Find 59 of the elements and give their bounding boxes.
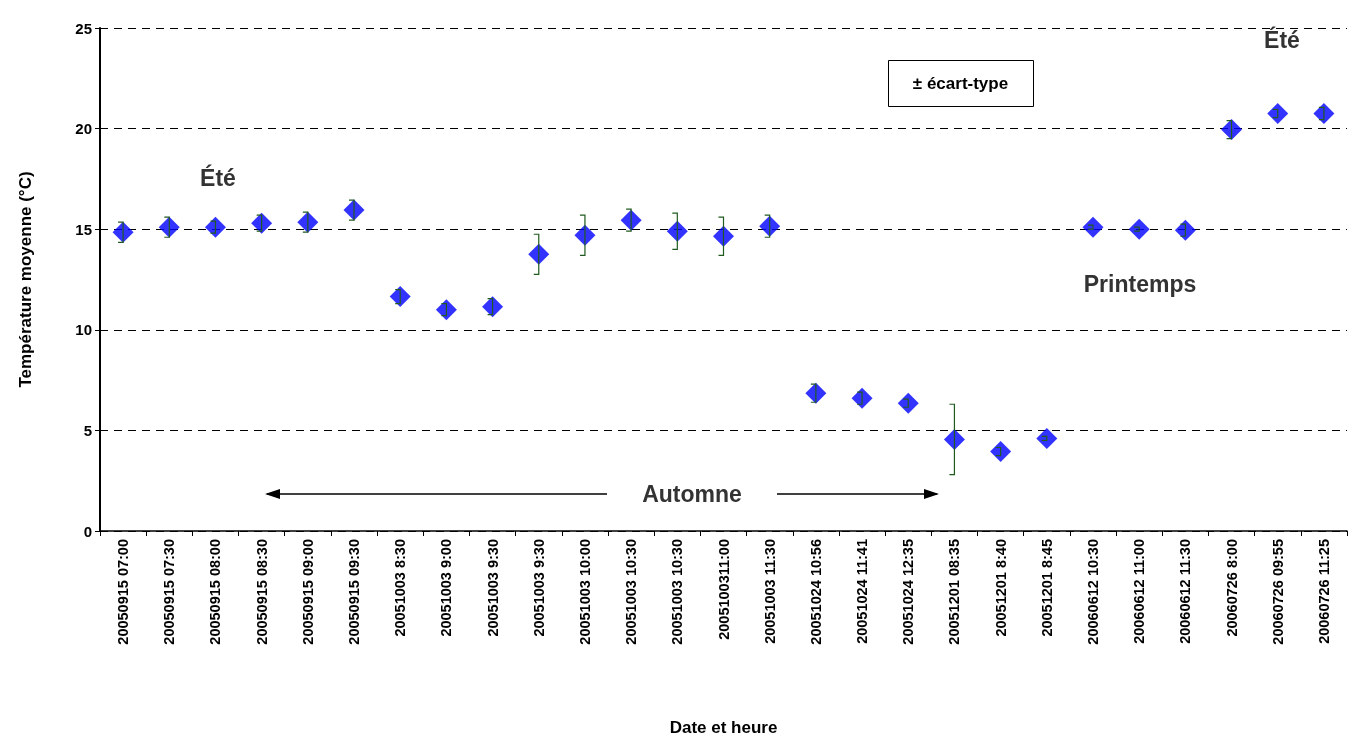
- x-tick-label: 20051003 10:30: [669, 539, 686, 645]
- x-tick-label: 20051003 9:00: [438, 539, 455, 637]
- point: [1174, 219, 1196, 241]
- x-tick-label: 20051201 08:35: [946, 539, 963, 645]
- x-tick-label: 20051003 10:30: [623, 539, 640, 645]
- x-tick-label: 2005100311:00: [715, 539, 732, 640]
- annotation: ± écart-type: [912, 74, 1009, 93]
- x-tick-label: 20051003 9:30: [484, 539, 501, 637]
- annotation: Été: [200, 164, 236, 191]
- point: [990, 441, 1012, 463]
- point: [943, 428, 965, 450]
- point: [1267, 103, 1289, 125]
- x-tick-label: 20060612 11:00: [1131, 539, 1148, 644]
- point: [713, 225, 734, 247]
- point: [389, 286, 411, 308]
- x-axis-title: Date et heure: [669, 718, 778, 737]
- x-tick-label: 20060726 11:25: [1315, 539, 1332, 644]
- x-tick-label: 20050915 08:30: [253, 539, 270, 645]
- x-tick-label: 20051201 8:40: [992, 539, 1009, 637]
- x-tick-label: 20051201 8:45: [1038, 539, 1055, 637]
- x-tick-label: 20050915 08:00: [207, 539, 224, 645]
- point: [1082, 216, 1104, 238]
- x-tick-label: 20051003 8:30: [392, 539, 409, 637]
- x-tick-label: 20050915 09:00: [299, 539, 316, 645]
- x-tick-label: 20060612 11:30: [1177, 539, 1194, 644]
- x-tick-label: 20060612 10:30: [1084, 539, 1101, 645]
- x-tick-label: 20050915 09:30: [346, 539, 363, 645]
- y-tick-label: 0: [83, 522, 92, 540]
- annotation: Printemps: [1083, 271, 1197, 297]
- point: [1036, 427, 1058, 449]
- point: [897, 392, 919, 414]
- x-tick-label: 20050915 07:00: [115, 539, 132, 645]
- x-tick-label: 20051024 11:41: [854, 539, 871, 644]
- x-tick-label: 20051003 9:30: [530, 539, 547, 637]
- x-tick-label: 20060726 09:55: [1269, 539, 1286, 645]
- y-tick-label: 15: [75, 220, 92, 238]
- point: [482, 296, 504, 318]
- x-tick-label: 20050915 07:30: [161, 539, 178, 645]
- point: [666, 220, 688, 242]
- annotation: Été: [1264, 26, 1300, 53]
- x-tick-label: 20060726 8:00: [1223, 539, 1240, 637]
- point: [528, 243, 550, 265]
- point: [435, 299, 457, 321]
- point: [759, 215, 781, 237]
- x-tick-label: 20051024 12:35: [900, 539, 917, 645]
- y-tick-label: 20: [75, 120, 92, 138]
- x-tick-label: 20051003 10:00: [576, 539, 593, 645]
- x-tick-label: 20051003 11:30: [761, 539, 778, 644]
- y-tick-label: 25: [75, 19, 92, 37]
- y-tick-label: 5: [83, 421, 92, 439]
- y-axis-title: Température moyenne (°C): [16, 171, 35, 388]
- point: [297, 211, 319, 233]
- point: [158, 216, 180, 238]
- annotation: Automne: [642, 481, 742, 507]
- point: [1221, 119, 1243, 141]
- x-tick-label: 20051024 10:56: [807, 539, 824, 645]
- point: [204, 216, 226, 238]
- y-tick-label: 10: [75, 321, 92, 339]
- point: [1128, 218, 1150, 240]
